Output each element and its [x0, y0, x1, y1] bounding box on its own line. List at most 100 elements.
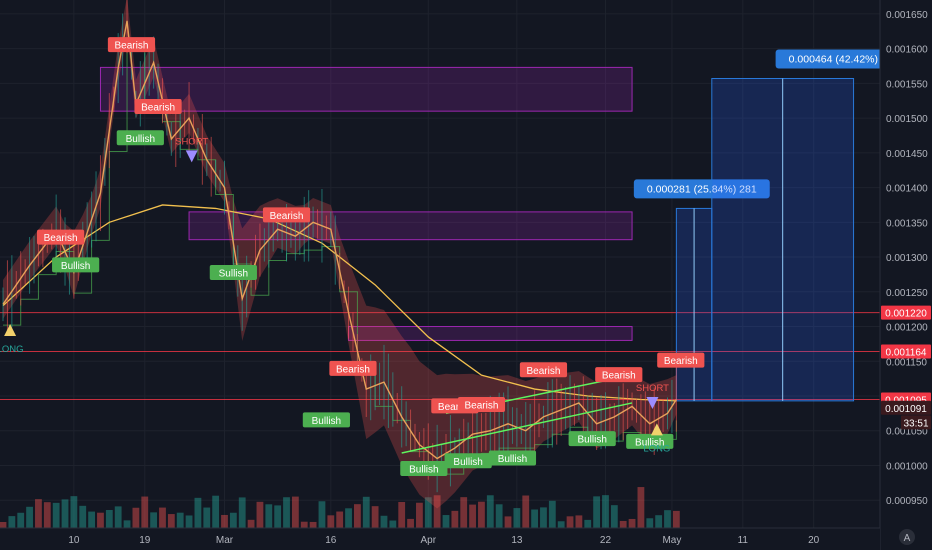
measure-label: 0.000281 (25.84%) 281	[647, 183, 757, 195]
volume-bar	[610, 505, 618, 528]
volume-bar	[442, 515, 450, 528]
volume-bar	[416, 502, 423, 528]
signal-label-text: Bullish	[635, 437, 664, 448]
volume-bar	[380, 515, 388, 528]
signal-label-bearish: Bearish	[107, 37, 156, 53]
y-tick-label: 0.001000	[886, 461, 928, 472]
volume-bar	[354, 504, 361, 528]
volume-bar	[389, 520, 397, 528]
signal-label-bearish: Bearish	[657, 352, 705, 368]
measure-label-box	[633, 179, 770, 199]
volume-bar	[469, 504, 476, 528]
volume-bar	[300, 521, 308, 528]
volume-bar	[43, 502, 51, 528]
y-tick-label: 0.001250	[886, 288, 928, 299]
signal-label-bullish: Bullish	[52, 257, 100, 273]
signal-label-box	[488, 450, 537, 466]
volume-bar	[486, 495, 494, 528]
signal-label-box	[595, 367, 643, 383]
volume-bar	[70, 496, 78, 528]
signal-label-bullish: Bullish	[626, 433, 674, 449]
volume-bar	[35, 499, 42, 528]
price-badge-label: 0.001164	[886, 348, 927, 359]
volume-bar	[655, 515, 663, 528]
x-tick-label: 20	[808, 535, 820, 546]
volume-bar	[602, 495, 609, 528]
volume-bar	[548, 500, 556, 528]
price-axis: 0.001650 0.001600 0.001550 0.001500 0.001450…	[886, 10, 928, 507]
auto-scale-button[interactable]: A	[899, 529, 915, 545]
volume-bar	[575, 515, 583, 528]
volume-bar	[495, 504, 503, 528]
signal-label-text: Bearish	[44, 233, 78, 244]
volume-bar	[265, 504, 273, 528]
signal-label-box	[568, 431, 616, 447]
supply-zone	[188, 211, 633, 241]
signal-label-bearish: Bearish	[457, 397, 506, 413]
y-tick-label: 0.001150	[886, 357, 927, 368]
signal-label-text: Bullish	[61, 261, 90, 272]
volume-bar	[194, 497, 202, 528]
signal-label-bullish: Bullish	[488, 450, 537, 466]
volume-bar	[336, 511, 344, 528]
volume-bar	[584, 519, 592, 528]
volume-bar	[531, 509, 538, 528]
trend-line[interactable]	[401, 402, 633, 454]
y-tick-label: 0.001500	[886, 114, 928, 125]
signal-label-bullish: Bullish	[302, 412, 350, 428]
signal-label-bullish: Bullish	[400, 460, 448, 476]
signal-label-box	[302, 412, 350, 428]
signal-label-text: Bearish	[464, 401, 498, 412]
x-tick-label: 22	[600, 535, 612, 546]
y-tick-label: 0.001350	[886, 218, 928, 229]
signal-label-bullish: Sullish	[209, 265, 257, 281]
volume-bar	[105, 510, 113, 528]
signal-label-bullish: Bullish	[116, 130, 164, 146]
volume-bar	[291, 496, 299, 528]
volume-bar	[97, 512, 104, 528]
signal-label-text: Bullish	[126, 134, 155, 145]
trade-marker-label: LONG	[643, 443, 670, 454]
y-tick-label: 0.001300	[886, 253, 928, 264]
y-tick-label: 0.001600	[886, 45, 928, 56]
signal-label-box	[262, 207, 311, 223]
signal-label-text: Bearish	[527, 366, 561, 377]
trade-marker-label: SHORT	[636, 383, 669, 394]
volume-bar	[185, 515, 193, 528]
y-tick-label: 0.000950	[886, 496, 928, 507]
volume-bar	[460, 497, 468, 528]
volume-bar	[664, 510, 671, 528]
signal-label-box	[444, 453, 492, 469]
short-arrow-icon	[185, 150, 198, 163]
signal-label-text: Bullish	[409, 464, 438, 475]
time-axis-panel[interactable]	[0, 528, 880, 550]
y-tick-label: 0.001400	[886, 184, 928, 195]
volume-bar	[52, 502, 60, 528]
trade-marker-long: LONG	[643, 423, 670, 454]
signal-label-box	[519, 362, 568, 378]
x-tick-label: 11	[738, 535, 749, 546]
measure-boxes[interactable]: 0.000281 (25.84%) 281 0.000464 (42.42%) 4…	[633, 49, 912, 402]
price-axis-panel[interactable]	[880, 0, 932, 550]
volume-bar	[274, 505, 282, 528]
volume-bar	[566, 516, 574, 528]
price-badge	[881, 400, 931, 415]
signal-label-text: Bearish	[602, 371, 636, 382]
long-arrow-icon	[4, 324, 17, 336]
auto-scale-label: A	[904, 533, 911, 544]
signal-label-bearish: Bearish	[36, 229, 85, 245]
volume-bar	[141, 496, 149, 528]
price-badge-label: 0.001220	[885, 309, 927, 320]
x-tick-label: Mar	[216, 535, 234, 546]
volume-bar	[8, 516, 16, 528]
volume-bar	[540, 507, 547, 528]
y-tick-label: 0.001650	[886, 10, 928, 21]
long-arrow-icon	[650, 423, 663, 436]
signal-label-bearish: Bearish	[262, 207, 311, 223]
volume-bar	[424, 497, 432, 528]
volume-bar	[61, 499, 69, 528]
volume-bar	[17, 512, 25, 528]
volume-bar	[628, 518, 636, 528]
signal-label-text: Bearish	[664, 356, 698, 367]
